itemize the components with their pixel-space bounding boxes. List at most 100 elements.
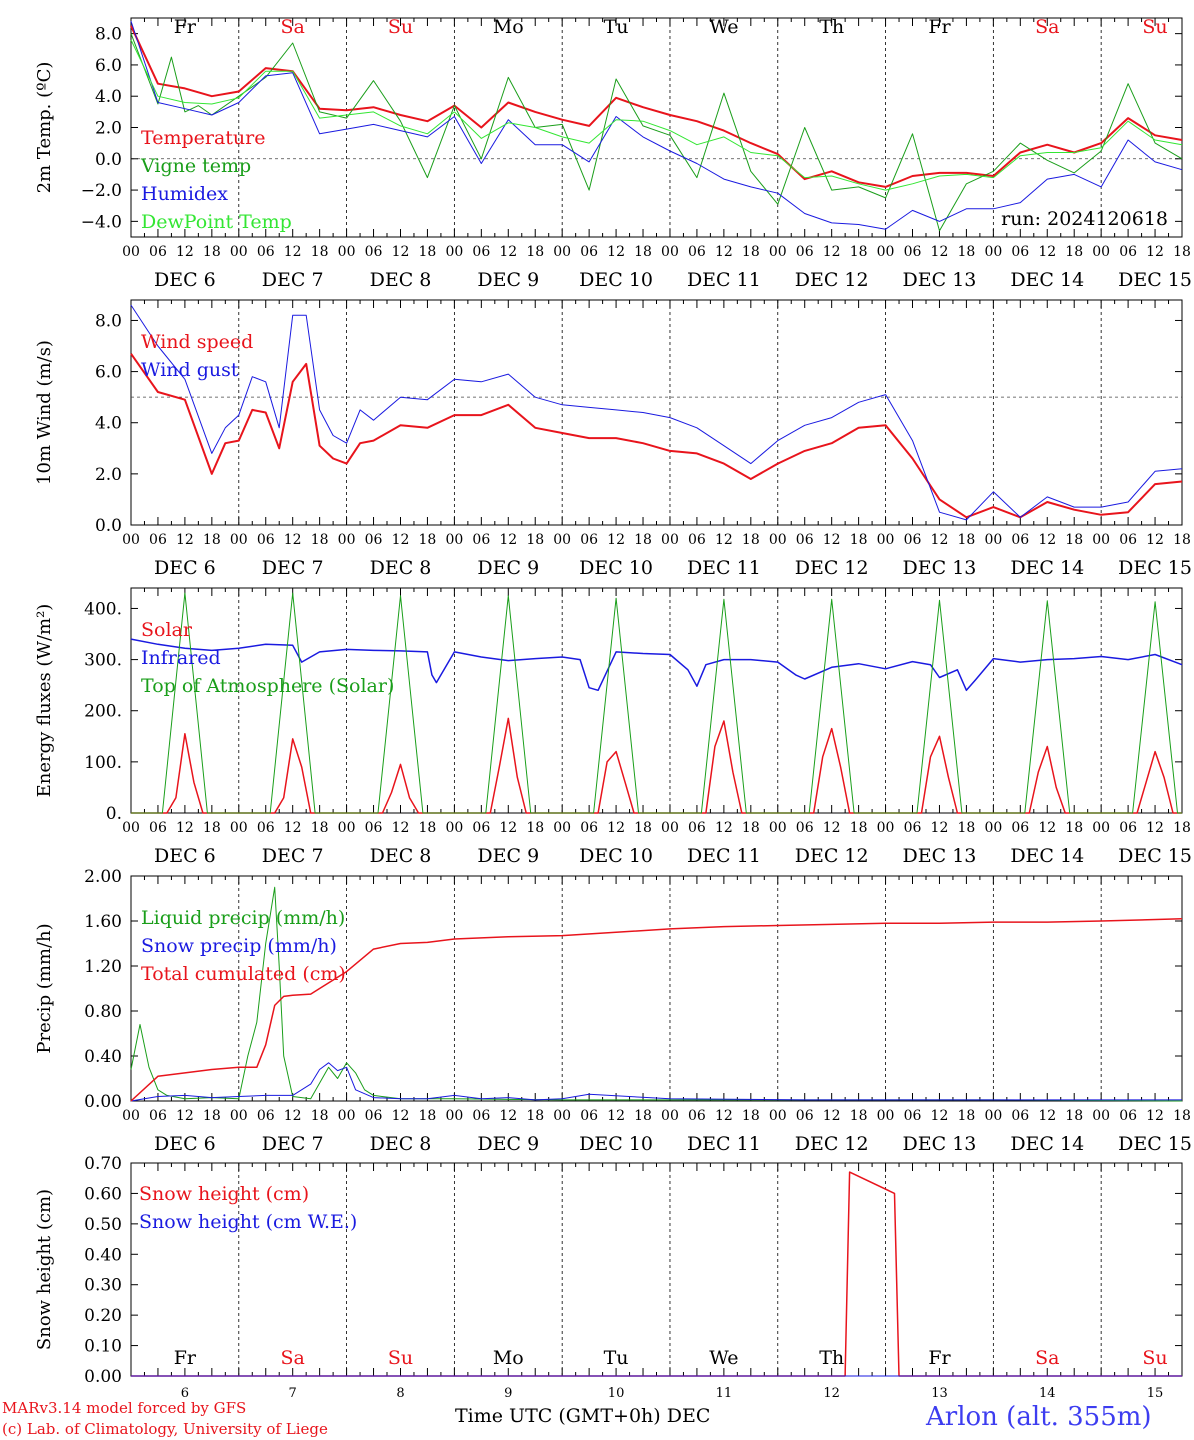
hour-tick-label: 00	[338, 244, 356, 260]
hour-tick-label: 00	[877, 1108, 895, 1124]
day-label: DEC 6	[154, 1133, 216, 1155]
hour-tick-label: 18	[1065, 244, 1083, 260]
series-line-wind-speed	[130, 353, 1183, 519]
y-tick-label: 4.0	[95, 87, 122, 107]
hour-tick-label: 00	[445, 244, 463, 260]
day-label: DEC 9	[477, 269, 539, 291]
hour-tick-label: 18	[957, 532, 975, 548]
hour-tick-label: 18	[419, 820, 437, 836]
y-tick-label: 100.	[84, 753, 122, 773]
hour-tick-label: 18	[1065, 1108, 1083, 1124]
hour-tick-label: 06	[1011, 1108, 1029, 1124]
panel-temperature: −4.0 −2.0 0.0 2.0 4.0 6.0 8.0 2m Temp. (ºC) 00 06…	[34, 16, 1192, 291]
day-label: DEC 15	[1118, 1133, 1192, 1155]
hour-tick-label: 00	[769, 820, 787, 836]
day-number-label: 13	[931, 1386, 948, 1400]
hour-tick-label: 06	[1011, 532, 1029, 548]
day-number-label: 14	[1039, 1386, 1056, 1400]
panel-wind: 0.0 2.0 4.0 6.0 8.0 10m Wind (m/s) 00 06 12 18 00 0…	[34, 299, 1192, 579]
day-label: DEC 13	[903, 269, 977, 291]
hour-tick-label: 00	[338, 532, 356, 548]
meteogram-figure: −4.0 −2.0 0.0 2.0 4.0 6.0 8.0 2m Temp. (ºC) 00 06…	[34, 16, 1192, 1400]
hour-tick-label: 12	[392, 1108, 410, 1124]
hour-tick-label: 06	[472, 532, 490, 548]
hour-tick-label: 06	[796, 1108, 814, 1124]
y-axis-label: 10m Wind (m/s)	[34, 340, 55, 485]
hour-tick-label: 00	[445, 820, 463, 836]
hour-tick-label: 00	[769, 532, 787, 548]
day-label: DEC 11	[687, 269, 761, 291]
day-number-label: 8	[396, 1386, 404, 1400]
legend-entry: Total cumulated (cm)	[141, 963, 346, 985]
y-tick-label: 2.00	[84, 867, 122, 887]
hour-tick-label: 00	[661, 532, 679, 548]
hour-tick-label: 12	[1146, 532, 1164, 548]
hour-tick-label: 06	[472, 1108, 490, 1124]
hour-tick-label: 12	[499, 244, 517, 260]
hour-tick-label: 06	[1119, 1108, 1137, 1124]
panel-precip: 0.00 0.40 0.80 1.20 1.60 2.00 Precip (mm/h) 00 0…	[34, 867, 1192, 1155]
hour-tick-label: 12	[823, 532, 841, 548]
day-number-label: 6	[181, 1386, 189, 1400]
hour-tick-label: 00	[230, 532, 248, 548]
legend-entry: Snow precip (mm/h)	[141, 935, 337, 957]
legend-entry: Liquid precip (mm/h)	[141, 907, 345, 929]
series-line-snow-precip-mm-h-	[130, 1062, 1182, 1102]
hour-tick-label: 12	[823, 244, 841, 260]
hour-tick-label: 06	[1119, 532, 1137, 548]
hour-tick-label: 18	[526, 1108, 544, 1124]
hour-tick-label: 06	[257, 532, 275, 548]
y-tick-label: 200.	[84, 702, 122, 722]
y-tick-label: 6.0	[95, 363, 122, 383]
hour-tick-label: 00	[1092, 820, 1110, 836]
day-label: DEC 9	[477, 557, 539, 579]
hour-tick-label: 18	[957, 820, 975, 836]
hour-tick-label: 12	[1146, 820, 1164, 836]
y-tick-label: 8.0	[95, 311, 122, 331]
hour-tick-label: 12	[392, 820, 410, 836]
hour-tick-label: 12	[392, 532, 410, 548]
y-tick-label: 300.	[84, 651, 122, 671]
hour-tick-label: 00	[230, 820, 248, 836]
hour-tick-label: 12	[931, 532, 949, 548]
weekday-label: Fr	[174, 16, 197, 38]
hour-tick-label: 12	[392, 244, 410, 260]
hour-tick-label: 18	[419, 244, 437, 260]
hour-tick-label: 06	[365, 244, 383, 260]
y-tick-label: 2.0	[95, 119, 122, 139]
series-line-temperature	[130, 25, 1183, 188]
hour-tick-label: 18	[1173, 1108, 1191, 1124]
hour-tick-label: 00	[230, 244, 248, 260]
hour-tick-label: 12	[715, 532, 733, 548]
hour-tick-label: 00	[769, 1108, 787, 1124]
hour-tick-label: 12	[607, 820, 625, 836]
series-line-total-cumulated-cm-	[130, 918, 1183, 1102]
hour-tick-label: 06	[1011, 244, 1029, 260]
hour-tick-label: 06	[472, 244, 490, 260]
y-tick-label: 4.0	[95, 414, 122, 434]
hour-tick-label: 06	[149, 820, 167, 836]
weekday-label: Su	[1142, 1347, 1167, 1369]
y-tick-label: 400.	[84, 599, 122, 619]
hour-tick-label: 06	[688, 244, 706, 260]
legend-entry: Top of Atmosphere (Solar)	[141, 675, 394, 697]
hour-tick-label: 00	[122, 244, 140, 260]
hour-tick-label: 06	[1119, 820, 1137, 836]
day-label: DEC 6	[154, 269, 216, 291]
series-line-humidex	[130, 20, 1183, 230]
day-label: DEC 15	[1118, 269, 1192, 291]
hour-tick-label: 00	[553, 532, 571, 548]
y-axis-label: Energy fluxes (W/m²)	[34, 604, 55, 798]
hour-tick-label: 12	[931, 820, 949, 836]
legend-entry: Wind speed	[141, 331, 253, 353]
day-label: DEC 15	[1118, 845, 1192, 867]
weekday-label: Sa	[1035, 16, 1059, 38]
y-tick-label: 0.00	[84, 1367, 122, 1387]
legend-entry: Humidex	[141, 183, 228, 205]
hour-tick-label: 06	[796, 820, 814, 836]
hour-tick-label: 06	[257, 820, 275, 836]
hour-tick-label: 06	[904, 244, 922, 260]
series-line-wind-gust	[130, 304, 1183, 521]
hour-tick-label: 18	[1173, 532, 1191, 548]
day-label: DEC 9	[477, 1133, 539, 1155]
